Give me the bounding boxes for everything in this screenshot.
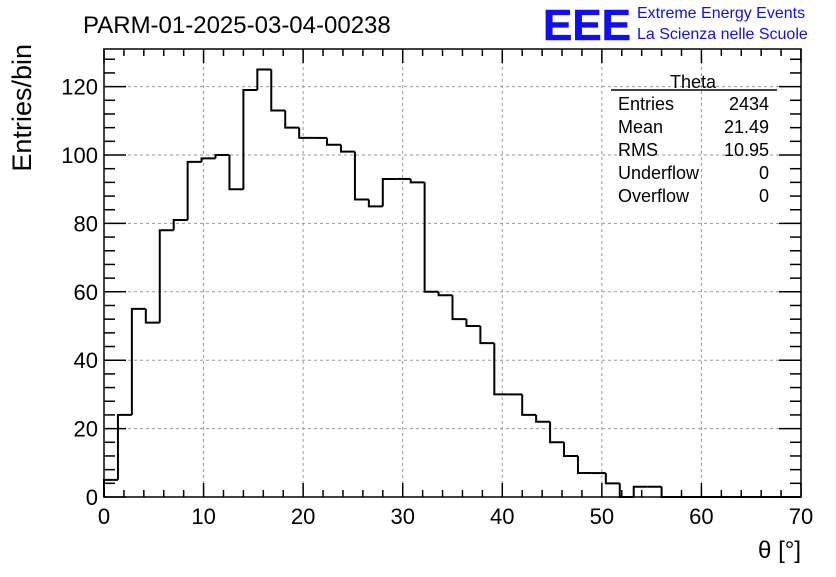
histogram-bin-1 xyxy=(116,413,132,480)
x-tick-label-50: 50 xyxy=(590,504,614,529)
plot-frame xyxy=(103,48,802,498)
stats-label-rms: RMS xyxy=(618,140,658,160)
histogram-bin-38 xyxy=(632,485,648,497)
histogram-bin-6 xyxy=(186,160,202,220)
histogram-bin-7 xyxy=(200,157,216,162)
histogram-bin-34 xyxy=(576,455,592,475)
x-tick-label-20: 20 xyxy=(291,504,315,529)
histogram-bin-17 xyxy=(339,144,355,153)
stats-label-overflow: Overflow xyxy=(618,186,690,206)
histogram-bin-36 xyxy=(604,473,620,485)
histogram-bin-30 xyxy=(521,394,537,416)
x-tick-label-0: 0 xyxy=(98,504,110,529)
stats-label-underflow: Underflow xyxy=(618,163,700,183)
stats-value-rms: 10.95 xyxy=(724,140,769,160)
histogram-bin-5 xyxy=(172,218,188,231)
y-tick-label-80: 80 xyxy=(74,211,98,236)
histogram-bin-20 xyxy=(381,177,397,207)
y-tick-label-60: 60 xyxy=(74,280,98,305)
y-axis-label: Entries/bin xyxy=(7,44,37,172)
histogram-bin-2 xyxy=(130,307,146,415)
chart-title: PARM-01-2025-03-04-00238 xyxy=(83,12,391,39)
histogram-bin-31 xyxy=(535,414,551,423)
eee-logo-line1: Extreme Energy Events xyxy=(637,5,805,22)
x-tick-label-30: 30 xyxy=(390,504,414,529)
histogram-bin-4 xyxy=(158,229,174,323)
x-tick-label-60: 60 xyxy=(689,504,713,529)
histogram-bin-8 xyxy=(214,154,230,159)
histogram-bin-32 xyxy=(549,421,565,444)
x-tick-label-40: 40 xyxy=(490,504,514,529)
histogram-bin-22 xyxy=(409,178,425,184)
stats-value-mean: 21.49 xyxy=(724,117,769,137)
histogram-bin-14 xyxy=(298,127,314,139)
eee-logo-letters: EEE xyxy=(543,1,631,50)
histogram-bin-11 xyxy=(256,68,272,91)
stats-value-underflow: 0 xyxy=(759,163,769,183)
histogram-bin-28 xyxy=(493,343,509,396)
y-tick-label-100: 100 xyxy=(61,143,98,168)
eee-logo: EEE Extreme Energy Events La Scienza nel… xyxy=(543,1,808,51)
histogram-bin-19 xyxy=(367,199,383,208)
axis-layer: 0 10 20 30 40 50 60 70 0 20 40 60 80 100 120 xyxy=(61,48,813,529)
histogram-bin-33 xyxy=(563,442,578,457)
stats-box-title: Theta xyxy=(670,72,717,92)
stats-box: Theta Entries 2434 Mean 21.49 RMS 10.95 Underf… xyxy=(611,72,777,206)
histogram-bin-27 xyxy=(479,326,495,345)
histogram-bin-23 xyxy=(423,182,439,293)
histogram-bin-26 xyxy=(465,319,481,328)
eee-logo-line2: La Scienza nelle Scuole xyxy=(637,26,808,43)
x-tick-label-70: 70 xyxy=(789,504,813,529)
stats-value-entries: 2434 xyxy=(729,94,769,114)
histogram-bin-9 xyxy=(228,155,244,191)
histogram-bin-18 xyxy=(353,151,369,201)
y-tick-label-120: 120 xyxy=(61,75,98,100)
histogram-bin-12 xyxy=(270,69,286,112)
stats-value-overflow: 0 xyxy=(759,186,769,206)
histogram-bin-24 xyxy=(437,291,453,297)
stats-rows: Entries 2434 Mean 21.49 RMS 10.95 Underflow 0 Ov… xyxy=(618,94,769,206)
x-axis-label: θ [°] xyxy=(758,537,801,564)
histogram-bin-25 xyxy=(451,295,467,321)
histogram-bin-13 xyxy=(284,110,300,129)
histogram-bin-3 xyxy=(144,308,160,324)
y-tick-label-0: 0 xyxy=(86,485,98,510)
y-tick-label-20: 20 xyxy=(74,417,98,442)
histogram-bin-16 xyxy=(326,137,341,146)
histogram-bin-10 xyxy=(242,89,258,190)
stats-label-entries: Entries xyxy=(618,94,674,114)
x-tick-label-10: 10 xyxy=(191,504,215,529)
y-tick-label-40: 40 xyxy=(74,348,98,373)
stats-label-mean: Mean xyxy=(618,117,663,137)
